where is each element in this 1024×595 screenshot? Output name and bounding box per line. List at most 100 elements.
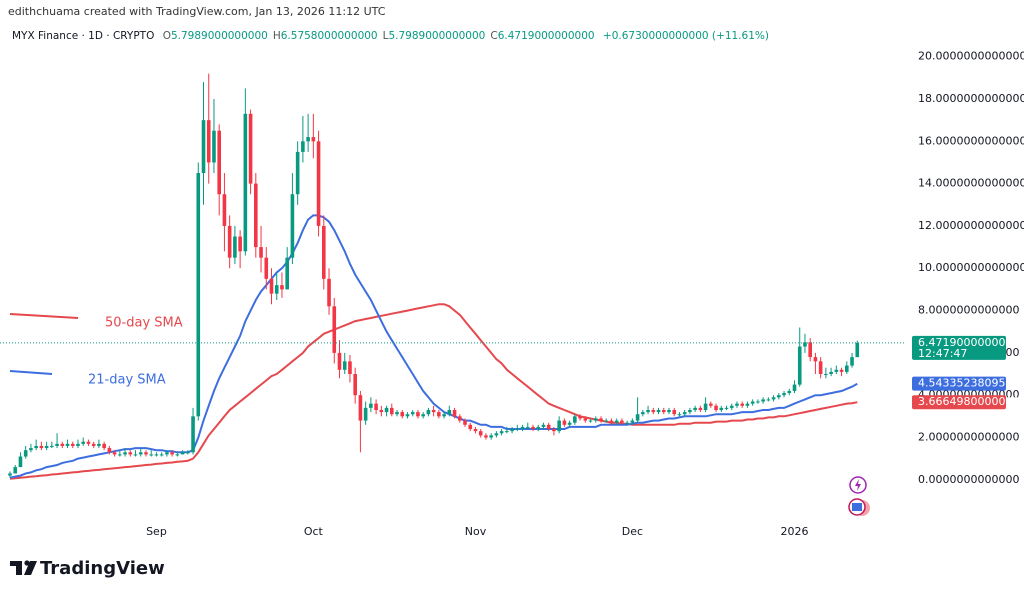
candle-body — [264, 257, 269, 279]
ohlc-key: C — [490, 30, 498, 42]
candle-body — [656, 409, 661, 413]
candle-body — [342, 361, 347, 370]
candle-body — [834, 369, 839, 372]
legend-swatch — [9, 313, 79, 319]
candle-body — [651, 409, 656, 413]
candle-body — [766, 399, 771, 401]
sma-line — [9, 303, 858, 480]
y-tick-label: 16.0000000000000 — [918, 134, 1024, 147]
candle-body — [274, 285, 279, 294]
candle-body — [792, 384, 797, 391]
price-tag-countdown: 12:47:47 — [918, 347, 967, 360]
price-axis: 0.00000000000002.00000000000004.00000000… — [912, 50, 1024, 486]
candle-body — [144, 452, 148, 455]
candle-body — [212, 130, 216, 163]
candle-body — [348, 361, 352, 375]
candle-body — [850, 357, 854, 366]
price-tag — [912, 376, 1006, 391]
x-tick-label: Nov — [465, 525, 487, 538]
y-tick-label: 0.0000000000000 — [918, 473, 1019, 486]
candle-body — [661, 409, 666, 413]
y-tick-label: 12.0000000000000 — [918, 219, 1024, 232]
candle-body — [457, 416, 462, 421]
candle-body — [102, 443, 106, 449]
candle-body — [55, 443, 59, 446]
x-tick-label: Dec — [622, 525, 643, 538]
candle-body — [165, 452, 169, 455]
candle-body — [112, 452, 117, 455]
logo-text: TradingView — [40, 558, 165, 579]
candle-body — [81, 441, 86, 444]
price-tag-label: 6.4719000000000 — [918, 336, 1019, 349]
candle-body — [761, 399, 765, 402]
candle-body — [599, 418, 603, 421]
candle-body — [442, 414, 446, 417]
ohlc-values: O5.7989000000000 H6.5758000000000 L5.79890… — [158, 30, 595, 42]
candle-body — [159, 454, 164, 456]
candle-body — [426, 409, 431, 415]
candle-body — [44, 445, 49, 449]
candle-body — [682, 412, 687, 415]
candle-body — [641, 412, 645, 415]
candle-body — [562, 420, 567, 425]
candle-body — [515, 429, 520, 431]
price-tag — [912, 395, 1006, 410]
candle-body — [389, 407, 394, 415]
legend-label: 50-day SMA — [105, 316, 183, 331]
symbol-legend: MYX Finance · 1D · CRYPTO O5.79890000000… — [12, 30, 769, 42]
candle-body — [154, 454, 159, 456]
candle-body — [447, 409, 452, 415]
candle-body — [714, 405, 718, 410]
candle-body — [740, 403, 744, 406]
candle-body — [494, 433, 499, 436]
candle-body — [630, 420, 635, 423]
candle-body — [269, 278, 274, 294]
candle-body — [227, 225, 232, 258]
ohlc-key: L — [382, 30, 389, 42]
candle-body — [201, 120, 206, 174]
candle-body — [301, 141, 305, 152]
candle-body — [808, 342, 812, 358]
candle-body — [609, 420, 614, 423]
candle-body — [337, 352, 342, 370]
candle-body — [18, 456, 23, 468]
candle-body — [86, 441, 91, 444]
candle-body — [625, 422, 629, 424]
ohlc-key: H — [272, 30, 281, 42]
candle-body — [567, 422, 572, 425]
candle-body — [489, 435, 493, 438]
legend-swatch — [9, 370, 53, 375]
candle-body — [13, 467, 18, 474]
candle-body — [149, 454, 154, 456]
candle-body — [667, 409, 671, 413]
candle-body — [431, 409, 436, 413]
candle-body — [280, 285, 284, 290]
chart-icons — [848, 476, 870, 516]
candle-body — [97, 443, 101, 446]
candle-body — [688, 409, 692, 413]
candle-body — [363, 407, 368, 421]
candle-body — [379, 409, 384, 413]
candle-body — [23, 450, 28, 457]
price-tag — [912, 335, 1006, 360]
icon — [855, 479, 861, 491]
y-tick-label: 8.0000000000000 — [918, 304, 1019, 317]
candle-body — [604, 420, 609, 422]
candle-body — [693, 407, 697, 410]
sma-line — [9, 214, 858, 479]
candle-body — [222, 194, 227, 226]
candle-body — [593, 418, 598, 421]
candle-body — [473, 429, 478, 432]
x-tick-label: 2026 — [781, 525, 809, 538]
candle-body — [128, 452, 133, 455]
candle-body — [797, 346, 802, 385]
candle-body — [410, 412, 415, 415]
candle-body — [405, 414, 410, 417]
candle-body — [60, 443, 65, 446]
candle-body — [65, 443, 70, 446]
ohlc-key: O — [162, 30, 171, 42]
candle-body — [750, 401, 755, 404]
x-tick-label: Oct — [304, 525, 324, 538]
candle-body — [374, 403, 378, 410]
